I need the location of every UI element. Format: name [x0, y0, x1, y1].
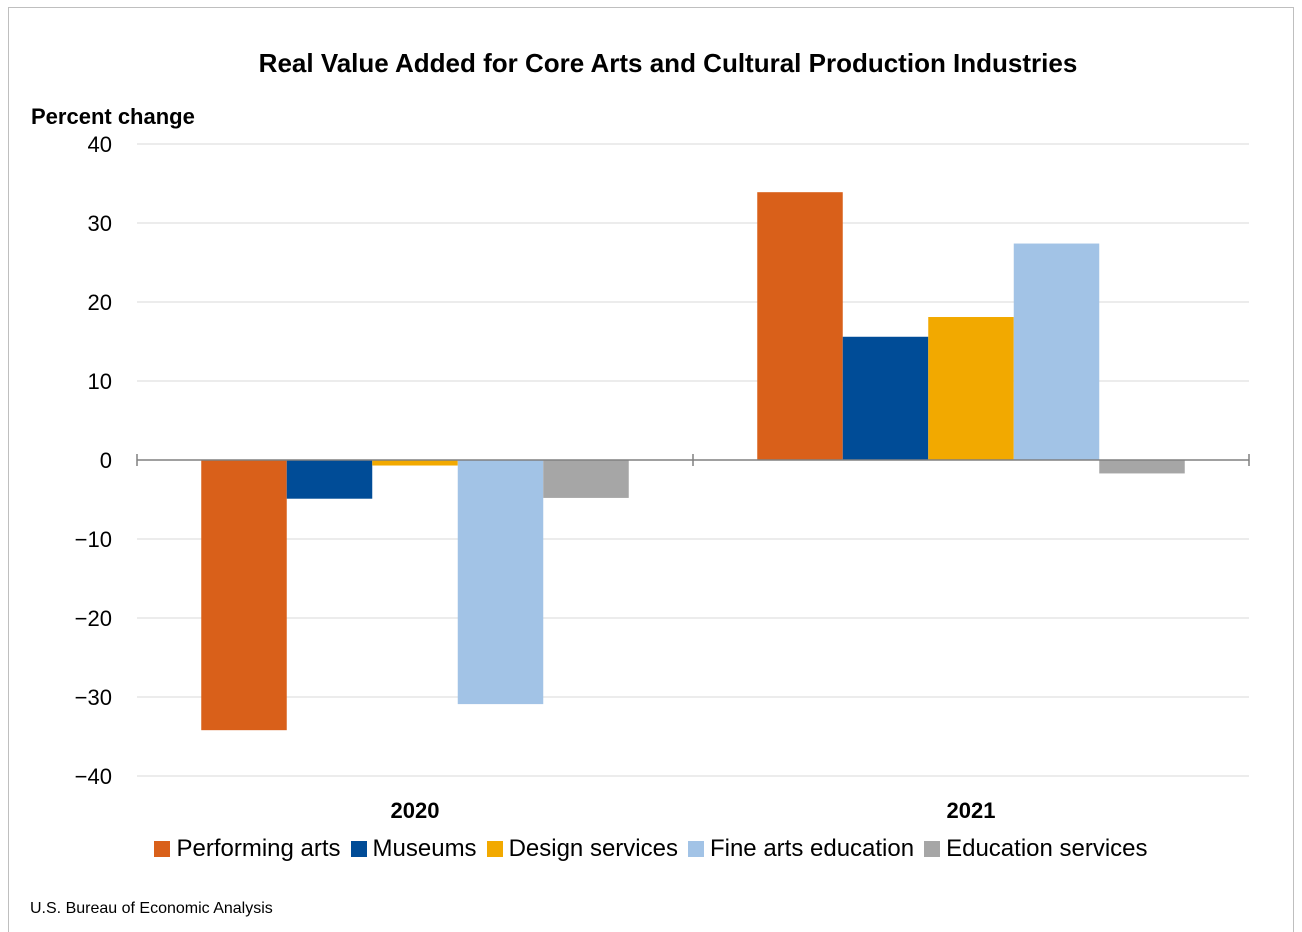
- source-note: U.S. Bureau of Economic Analysis: [30, 900, 273, 917]
- legend-swatch: [486, 841, 503, 857]
- y-tick-label: 0: [100, 448, 112, 473]
- zero-axis: [136, 454, 1250, 466]
- y-tick-label: −40: [75, 764, 112, 789]
- legend-swatch: [687, 841, 704, 857]
- chart-frame: [8, 7, 1294, 932]
- bar-education-services-2020: [543, 460, 629, 498]
- category-label: 2021: [947, 798, 996, 823]
- legend-swatch: [154, 841, 171, 857]
- category-labels: 2020 2021: [391, 798, 996, 823]
- bar-performing-arts-2021: [757, 192, 843, 460]
- bars: [201, 192, 1185, 731]
- legend-item: Fine arts education: [687, 835, 915, 863]
- bar-fine-arts-education-2020: [457, 460, 544, 705]
- bar-museums-2021: [842, 336, 929, 460]
- legend-label: Education services: [946, 835, 1148, 862]
- y-tick-label: 40: [88, 132, 112, 157]
- bar-performing-arts-2020: [201, 460, 287, 731]
- y-tick-label: −10: [75, 527, 112, 552]
- y-tick-label: 10: [88, 369, 112, 394]
- category-label: 2020: [391, 798, 440, 823]
- chart-title: Real Value Added for Core Arts and Cultu…: [258, 48, 1078, 78]
- legend-label: Performing arts: [176, 835, 341, 862]
- legend-item: Design services: [486, 835, 678, 863]
- legend-label: Fine arts education: [709, 835, 915, 862]
- y-axis-label: Percent change: [31, 104, 195, 129]
- bar-museums-2020: [286, 460, 373, 499]
- bar-fine-arts-education-2021: [1013, 243, 1100, 460]
- legend-item: Education services: [924, 835, 1148, 863]
- legend-swatch: [924, 841, 941, 857]
- legend-item: Museums: [350, 835, 477, 863]
- bar-design-services-2020: [372, 460, 458, 466]
- y-tick-label: 20: [88, 290, 112, 315]
- y-tick-label: −20: [75, 606, 112, 631]
- bar-education-services-2021: [1099, 460, 1185, 474]
- y-tick-label: 30: [88, 211, 112, 236]
- legend-item: Performing arts: [154, 835, 341, 863]
- legend-swatch: [350, 841, 367, 857]
- bar-design-services-2021: [928, 317, 1014, 460]
- legend-label: Museums: [372, 835, 477, 862]
- y-tick-label: −30: [75, 685, 112, 710]
- y-tick-labels: 40 30 20 10 0 −10 −20 −30 −40: [75, 132, 112, 789]
- legend-label: Design services: [508, 835, 678, 862]
- legend: Performing arts Museums Design services Fin…: [0, 835, 1302, 863]
